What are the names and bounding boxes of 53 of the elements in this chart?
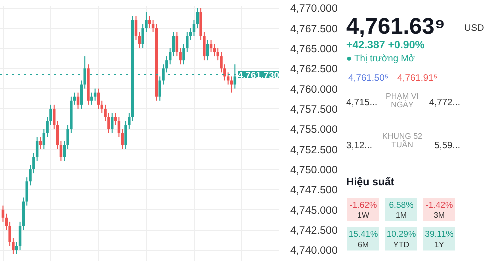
category-label: YTD xyxy=(394,240,410,250)
category-label: 1W xyxy=(358,211,370,220)
data-label: -1.42% xyxy=(426,200,454,210)
category-label: 1Y xyxy=(434,240,446,250)
y-tick-label: 4,770.000 xyxy=(290,3,338,16)
category-label: 6M xyxy=(358,240,370,250)
text: 4,761.91⁵ xyxy=(398,72,438,83)
y-tick-label: 4,747.500 xyxy=(290,184,338,197)
text: KHUNG 52 xyxy=(382,132,424,141)
candlestick xyxy=(111,112,114,134)
data-label: 39.11% xyxy=(425,229,454,240)
y-tick-label: 4,740.000 xyxy=(290,245,338,258)
y-tick-label: 4,750.000 xyxy=(290,164,338,177)
y-tick-label: 4,757.500 xyxy=(290,104,338,116)
y-tick-label: 4,755.000 xyxy=(290,124,338,136)
candlestick xyxy=(206,40,210,62)
text: TUẦN xyxy=(392,140,414,150)
data-label: -1.62% xyxy=(350,200,378,210)
y-tick-label: 4,752.500 xyxy=(290,144,338,156)
ref-line-label: 4,761.730 xyxy=(238,70,280,80)
y-tick-label: 4,745.000 xyxy=(290,204,338,217)
text: ● Thị trường Mở xyxy=(346,53,416,64)
candlestick xyxy=(210,40,213,53)
text: USD xyxy=(464,22,484,33)
text: Hiệu suất xyxy=(346,176,395,188)
text: NGÀY xyxy=(391,100,414,110)
text: PHẠM VI xyxy=(386,92,419,101)
text: 4,715... xyxy=(346,98,378,108)
y-tick-label: 4,762.500 xyxy=(290,64,338,76)
data-label: 6.58% xyxy=(389,200,414,210)
text: 4,772... xyxy=(429,98,461,108)
category-label: 3M xyxy=(434,211,446,220)
candlestick xyxy=(76,92,80,110)
category-label: 1M xyxy=(396,211,408,220)
candlestick xyxy=(94,88,97,102)
candlestick xyxy=(90,92,94,106)
text: +42.387 +0.90% xyxy=(346,40,426,52)
y-tick-label: 4,765.000 xyxy=(290,43,338,56)
candlestick xyxy=(213,44,216,58)
candlestick xyxy=(97,88,100,110)
text: 4,761.63⁹ xyxy=(346,13,446,40)
data-label: 15.41% xyxy=(348,229,378,240)
y-tick-label: 4,742.500 xyxy=(290,225,338,238)
y-tick-label: 4,767.500 xyxy=(290,23,338,36)
candlestick xyxy=(148,16,152,29)
text: 5,59... xyxy=(434,140,461,151)
candlestick xyxy=(230,76,234,94)
data-label: 10.29% xyxy=(386,229,416,240)
text: 4,761.50⁵ xyxy=(348,72,389,83)
candlestick xyxy=(196,8,200,29)
candlestick xyxy=(39,136,42,150)
y-tick-label: 4,760.000 xyxy=(290,84,338,96)
text: 3,12... xyxy=(346,140,372,151)
